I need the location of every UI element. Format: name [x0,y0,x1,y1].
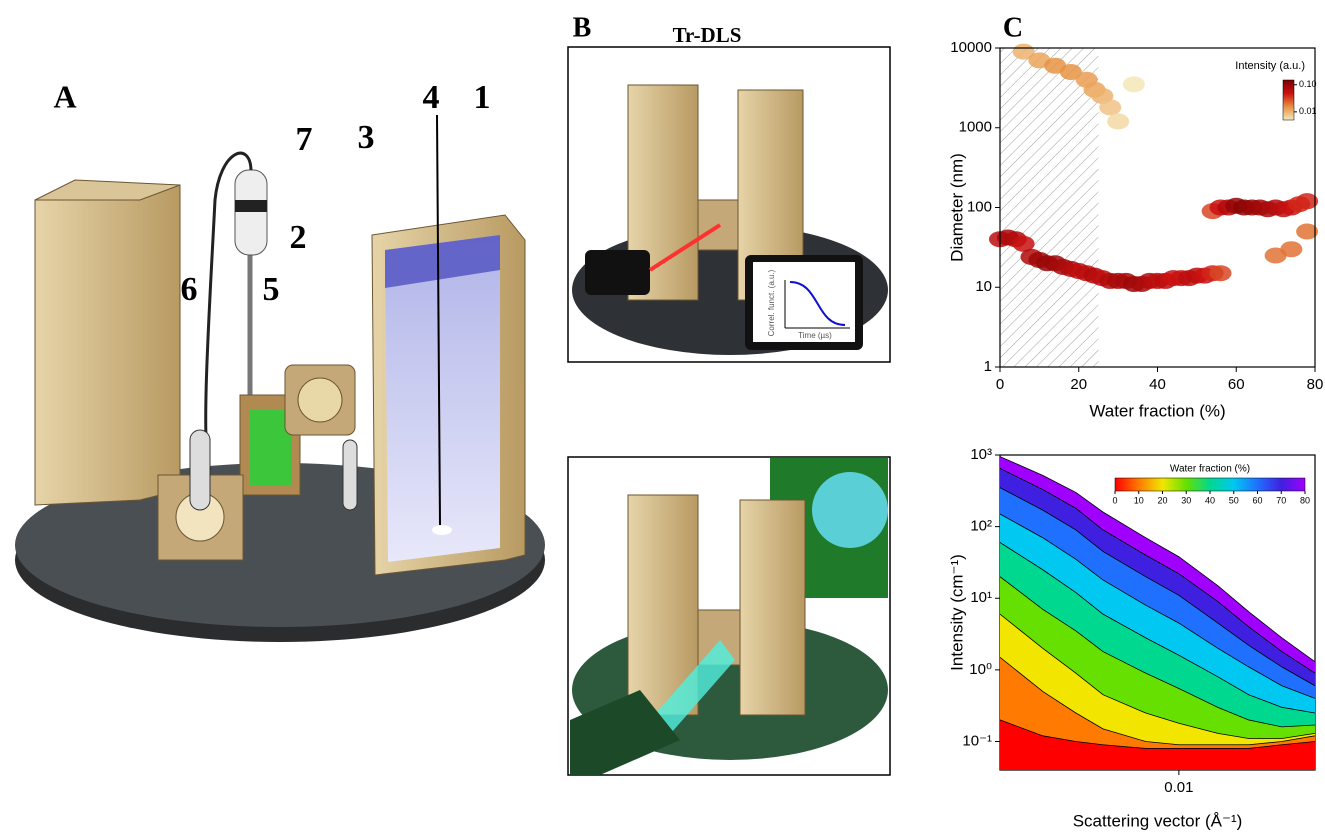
y-tick-label: 10¹ [970,589,992,606]
series-line [1000,576,1315,728]
panel-label: B [573,12,592,43]
series-line [1000,513,1315,699]
series-line [1000,487,1315,687]
colorbar-tick-label: 20 [1157,495,1167,505]
x-axis-label: Water fraction (%) [1089,401,1225,420]
callout: 3 [358,119,375,156]
y-tick-label: 10⁰ [969,661,992,678]
density-blob [1280,241,1303,258]
density-blob [1296,223,1319,240]
x-tick-label: 0.01 [1164,779,1193,796]
colorbar-tick-label: 0.01 [1299,106,1317,116]
density-blob [1059,64,1082,81]
y-axis-label: Diameter (nm) [947,153,966,262]
inset-x-label: Time (µs) [798,331,832,340]
density-blob [1209,265,1232,282]
colorbar-tick-label: 60 [1252,495,1262,505]
density-blob [1296,193,1319,210]
callout: 7 [296,121,313,158]
x-tick-label: 80 [1307,376,1324,393]
colorbar-tick-label: 0 [1112,495,1117,505]
series-line [1000,542,1315,714]
colorbar-tick-label: 70 [1276,495,1286,505]
colorbar-tick-label: 50 [1229,495,1239,505]
plot-body [989,43,1319,367]
colorbar-tick-label: 0.10 [1299,79,1317,89]
callout: 1 [474,79,491,116]
series-line [1000,613,1315,739]
series-line [1000,719,1315,749]
series-area [1000,719,1315,770]
colorbar-title: Intensity (a.u.) [1235,60,1305,72]
callout: 2 [290,219,307,256]
plot-body [1000,456,1315,770]
x-tick-label: 60 [1228,376,1245,393]
callout: 4 [423,79,440,116]
y-tick-label: 10³ [970,446,992,463]
colorbar-title: Water fraction (%) [1170,464,1250,475]
y-axis-label: Intensity (cm⁻¹) [947,554,966,671]
colorbar [1114,477,1306,492]
colorbar-tick-label: 30 [1181,495,1191,505]
callout: 6 [181,271,198,308]
colorbar-tick-label: 80 [1300,495,1310,505]
colorbar-tick-label: 40 [1205,495,1215,505]
y-tick-label: 1 [984,358,992,375]
density-blob [1122,76,1145,93]
colorbar-tick-label: 10 [1134,495,1144,505]
series-line [1000,656,1315,746]
y-tick-label: 10² [970,518,992,535]
panel-label: C [1003,12,1023,43]
setup-title: Tr-DLS [673,23,742,47]
density-blob [1107,113,1130,130]
colorbar [1282,79,1295,121]
y-tick-label: 10⁻¹ [962,732,992,749]
y-tick-label: 100 [967,198,992,215]
series-line [1000,456,1315,663]
x-tick-label: 20 [1070,376,1087,393]
density-blob [1099,99,1122,116]
panel-b: B Tr-DLS Correl. funct. (a.u.) Time (µs)… [567,12,891,776]
panel-label: A [53,78,76,114]
setup-illustration: A 1 2 3 4 5 6 7 [15,78,545,642]
inset-y-label: Correl. funct. (a.u.) [767,269,776,336]
callout: 5 [263,271,280,308]
x-tick-label: 0 [996,376,1004,393]
hatched-region [1000,48,1099,367]
series-line [1000,468,1315,674]
y-tick-label: 1000 [959,119,992,136]
x-axis-label: Scattering vector (Å⁻¹) [1073,811,1243,830]
y-tick-label: 10000 [950,39,992,56]
density-blob [1012,235,1035,252]
x-tick-label: 40 [1149,376,1166,393]
y-tick-label: 10 [975,278,992,295]
